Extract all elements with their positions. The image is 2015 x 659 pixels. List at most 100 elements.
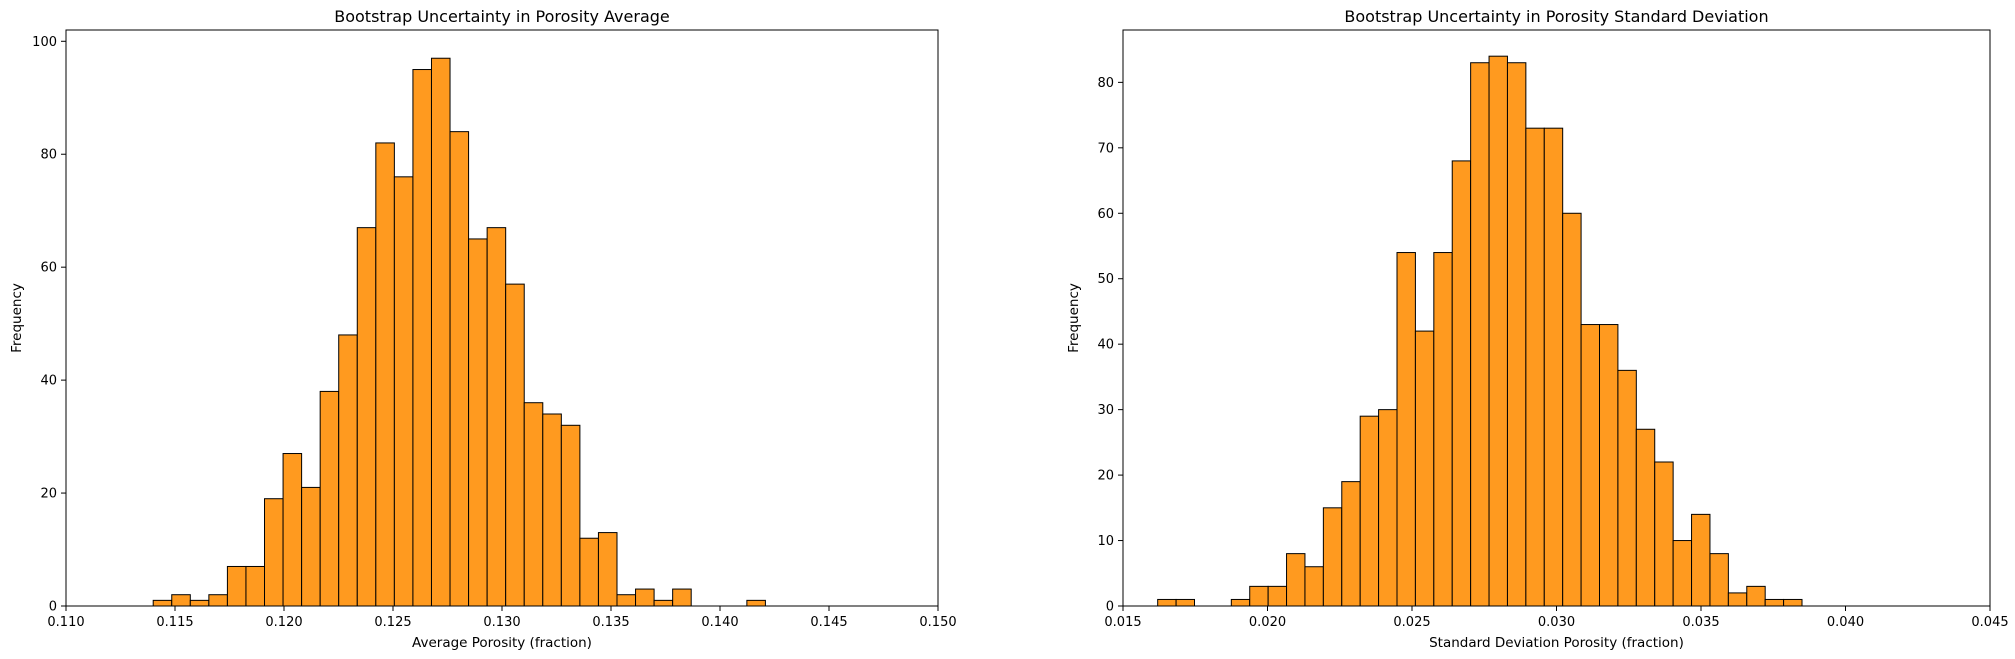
histogram-bar [1304, 566, 1324, 607]
histogram-bar [1580, 324, 1601, 607]
histogram-bar [1451, 160, 1472, 607]
histogram-bar [672, 588, 692, 607]
histogram-bar [1175, 598, 1195, 607]
x-axis-label: Average Porosity (fraction) [412, 635, 592, 651]
plot-frame [1122, 29, 1991, 607]
x-tick-label: 0.120 [265, 615, 302, 630]
y-tick-label: 20 [40, 487, 57, 502]
x-tick-label: 0.150 [919, 615, 956, 630]
histogram-bar [635, 588, 655, 607]
histogram-bar [486, 227, 507, 607]
histogram-bar [189, 599, 210, 607]
histogram-bar [1746, 585, 1766, 607]
histogram-bar [1691, 513, 1711, 607]
histogram-bar [1157, 598, 1177, 607]
histogram-bar [597, 532, 618, 607]
histogram-bar [1783, 598, 1803, 607]
y-tick-label: 40 [1097, 338, 1114, 353]
histogram-bar [338, 334, 358, 607]
x-tick-label: 0.115 [156, 615, 193, 630]
x-tick-label: 0.145 [810, 615, 847, 630]
histogram-bar [1525, 127, 1545, 607]
histogram-bar [505, 283, 525, 607]
histogram-bar [1654, 461, 1674, 607]
histogram-bar [208, 594, 228, 607]
x-tick-label: 0.135 [592, 615, 629, 630]
histogram-bar [356, 227, 377, 607]
histogram-bar [1378, 409, 1398, 607]
histogram-bar [542, 413, 562, 607]
histogram-bar [152, 599, 173, 607]
y-axis-label: Frequency [1066, 283, 1082, 353]
histogram-bar [1359, 415, 1380, 607]
histogram-bar [1230, 598, 1251, 607]
histogram-bar [1488, 55, 1508, 607]
y-tick-label: 80 [1097, 76, 1114, 91]
chart-porosity-average: Bootstrap Uncertainty in Porosity Averag… [9, 7, 957, 651]
histogram-bar [1286, 553, 1306, 607]
histogram-bar [1543, 127, 1564, 607]
y-tick-label: 30 [1097, 403, 1114, 418]
histogram-bar [1562, 212, 1582, 607]
histogram-bar [171, 594, 191, 607]
histogram-bar [226, 565, 247, 607]
histogram-bar [319, 390, 340, 607]
axis-ticks: 0.015 0.020 0.025 0.030 0.035 0.040 0.045 0 10 20… [1097, 76, 2008, 630]
histogram-bar [523, 402, 544, 607]
x-tick-label: 0.110 [47, 615, 84, 630]
x-tick-label: 0.130 [483, 615, 520, 630]
histogram-bar [1727, 592, 1748, 607]
y-tick-label: 70 [1097, 141, 1114, 156]
x-tick-label: 0.045 [1971, 615, 2008, 630]
y-tick-label: 50 [1097, 272, 1114, 287]
y-tick-label: 10 [1097, 534, 1114, 549]
histogram-bar [430, 57, 451, 607]
y-tick-label: 20 [1097, 469, 1114, 484]
histogram-bar [245, 565, 266, 607]
histogram-bar [264, 498, 284, 607]
plot-frame [65, 29, 939, 607]
chart-porosity-stdev: Bootstrap Uncertainty in Porosity Standa… [1066, 7, 2009, 651]
histogram-bar [1470, 62, 1490, 607]
y-tick-label: 40 [40, 374, 57, 389]
histogram-bar [616, 594, 637, 607]
histogram-bar [1396, 252, 1416, 607]
x-tick-label: 0.015 [1104, 615, 1141, 630]
histogram-bar [282, 453, 303, 607]
x-tick-label: 0.140 [701, 615, 738, 630]
y-axis-label: Frequency [9, 283, 25, 353]
histogram-bar [1635, 428, 1656, 607]
histogram-bar [1599, 324, 1619, 607]
y-tick-label: 100 [32, 35, 57, 50]
x-tick-label: 0.035 [1682, 615, 1719, 630]
x-tick-label: 0.125 [374, 615, 411, 630]
histogram-bar [653, 599, 674, 607]
histogram-bar [1414, 330, 1435, 607]
axis-ticks: 0.110 0.115 0.120 0.125 0.130 0.135 0.140 0.145… [32, 35, 956, 630]
histogram-bar [1433, 252, 1453, 607]
x-tick-label: 0.030 [1538, 615, 1575, 630]
histogram-bar [375, 142, 395, 607]
x-axis-label: Standard Deviation Porosity (fraction) [1429, 635, 1684, 651]
histogram-bar [393, 176, 414, 607]
histogram-bar [1341, 481, 1361, 607]
chart-title: Bootstrap Uncertainty in Porosity Averag… [334, 7, 670, 26]
histogram-bar [412, 69, 432, 607]
histogram-bar [1709, 553, 1729, 607]
histogram-bar [1764, 598, 1785, 607]
histogram-bar [1322, 507, 1343, 607]
histogram-bar [301, 486, 321, 607]
histogram-bars [1157, 55, 1803, 607]
x-tick-label: 0.040 [1827, 615, 1864, 630]
histogram-bar [1267, 585, 1288, 607]
x-tick-label: 0.025 [1393, 615, 1430, 630]
histogram-bar [468, 238, 488, 607]
y-tick-label: 0 [49, 600, 57, 615]
histogram-bars [152, 57, 766, 607]
chart-title: Bootstrap Uncertainty in Porosity Standa… [1344, 7, 1768, 26]
histogram-bar [1617, 369, 1637, 607]
histogram-bar [1249, 585, 1269, 607]
histogram-bar [579, 537, 599, 607]
histogram-bar [746, 599, 766, 607]
